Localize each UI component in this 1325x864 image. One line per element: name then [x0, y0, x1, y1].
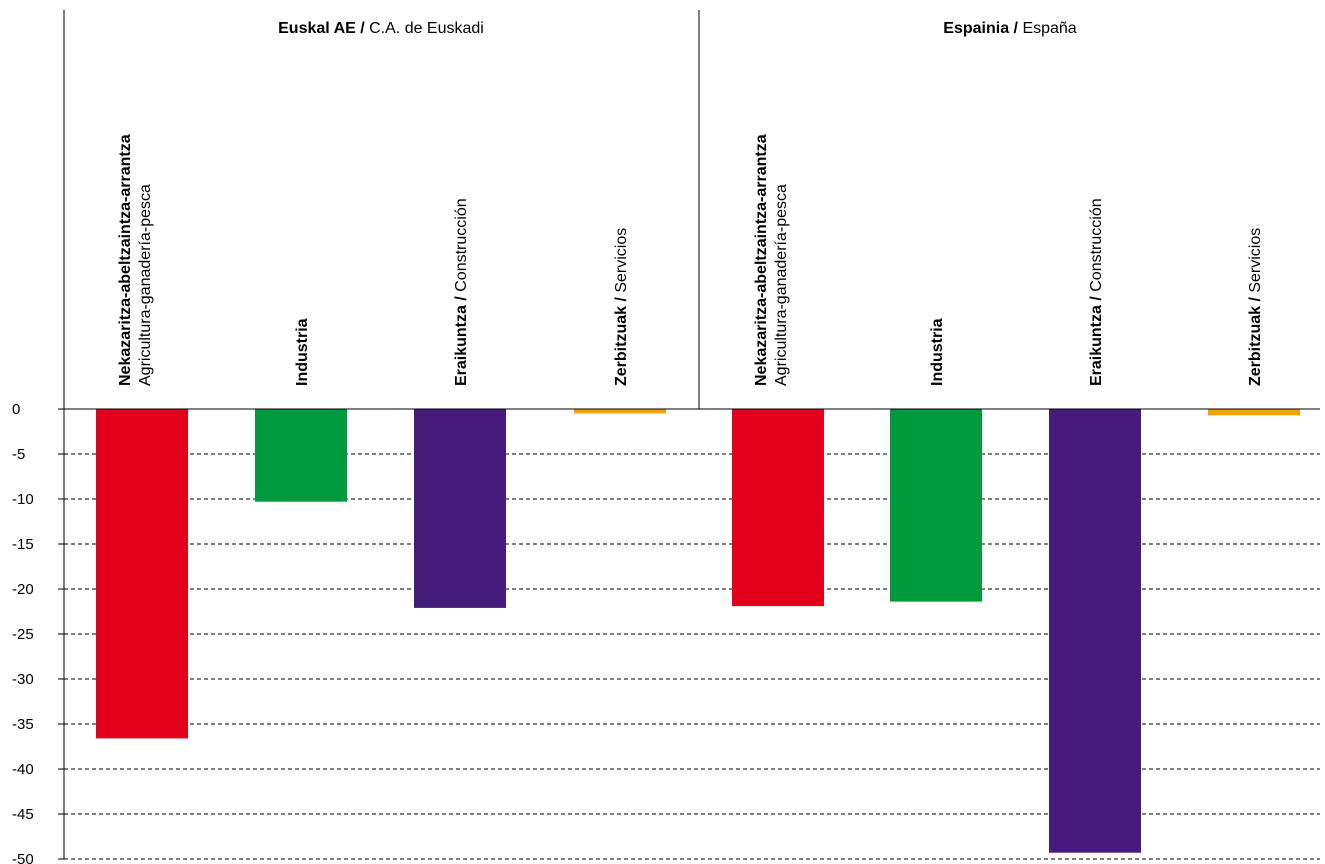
category-label-bold: Zerbitzuak / [613, 293, 630, 386]
category-label: Zerbitzuak / Servicios [613, 228, 630, 386]
y-tick-label: -45 [12, 806, 34, 823]
category-label-bold: Industria [929, 318, 946, 386]
category-label-normal: Agricultura-ganadería-pesca [773, 184, 790, 386]
bar [1049, 409, 1141, 853]
group-title: Euskal AE / C.A. de Euskadi [278, 20, 484, 37]
category-label-bold: Nekazaritza-abeltzaintza-arrantza [753, 134, 770, 386]
category-label-bold: Industria [294, 318, 311, 386]
y-tick-label: -50 [12, 851, 34, 864]
group-title-bold: Espainia / [943, 20, 1022, 37]
group-title-bold: Euskal AE / [278, 20, 369, 37]
bar [574, 409, 666, 414]
axis-layer: 0 -5 -10 -15 -20 -25 -30 -35 -40 -45 -50 [12, 10, 1320, 864]
y-tick-label: -40 [12, 761, 34, 778]
bar [255, 409, 347, 502]
y-tick-label: -5 [12, 446, 25, 463]
y-tick-label: 0 [12, 401, 20, 418]
category-label-bold: Nekazaritza-abeltzaintza-arrantza [117, 134, 134, 386]
category-label-normal: Construcción [1088, 198, 1105, 291]
category-label: Industria [294, 318, 311, 386]
category-label: Eraikuntza / Construcción [1088, 198, 1105, 386]
bar [414, 409, 506, 608]
category-label-normal: Agricultura-ganadería-pesca [137, 184, 154, 386]
category-label: Industria [929, 318, 946, 386]
y-tick-label: -20 [12, 581, 34, 598]
group-title: Espainia / España [943, 20, 1077, 37]
bar [732, 409, 824, 607]
category-label-normal: Servicios [1247, 228, 1264, 293]
labels-layer: Euskal AE / C.A. de Euskadi Nekazaritza-a… [117, 20, 1264, 386]
category-label-bold: Eraikuntza / [453, 292, 470, 386]
bars-layer [96, 409, 1300, 853]
group-title-normal: España [1022, 20, 1076, 37]
category-label-normal: Construcción [453, 198, 470, 291]
category-label-bold: Zerbitzuak / [1247, 293, 1264, 386]
category-label: Zerbitzuak / Servicios [1247, 228, 1264, 386]
y-tick-label: -10 [12, 491, 34, 508]
bar [96, 409, 188, 739]
category-label-normal: Servicios [613, 228, 630, 293]
y-tick-label: -35 [12, 716, 34, 733]
category-label: Eraikuntza / Construcción [453, 198, 470, 386]
group-title-normal: C.A. de Euskadi [369, 20, 484, 37]
y-tick-label: -30 [12, 671, 34, 688]
category-label-bold: Eraikuntza / [1088, 292, 1105, 386]
bar [890, 409, 982, 602]
y-tick-label: -15 [12, 536, 34, 553]
bar [1208, 409, 1300, 416]
y-tick-label: -25 [12, 626, 34, 643]
